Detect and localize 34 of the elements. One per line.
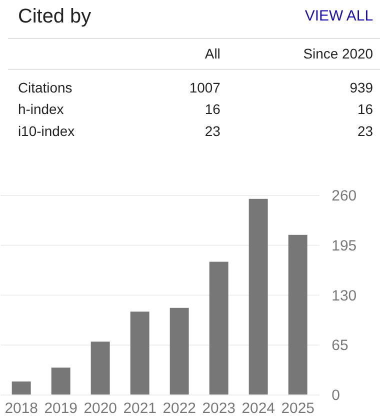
bar [12, 381, 31, 395]
data-label: 939 [350, 79, 374, 96]
category-label: i10-index [18, 123, 75, 140]
bar [288, 234, 308, 395]
text: VIEW ALL [304, 7, 374, 24]
text: All [204, 45, 220, 62]
text: Since 2020 [303, 45, 374, 62]
bar [90, 342, 110, 395]
bar [209, 262, 228, 395]
bar [248, 198, 268, 395]
x-tick-label: 2023 [202, 400, 236, 417]
x-tick-label: 2018 [4, 400, 38, 417]
data-label: 16 [204, 101, 221, 118]
y-tick-label: 65 [332, 337, 348, 354]
x-tick-label: 2020 [84, 400, 117, 417]
x-tick-label: 2019 [44, 400, 78, 417]
bar [51, 368, 70, 395]
y-tick-label: 130 [332, 287, 357, 304]
y-tick-label: 0 [332, 386, 340, 404]
x-tick-label: 2022 [162, 400, 196, 417]
category-label: Citations [18, 79, 72, 96]
category-label: h-index [18, 101, 64, 118]
x-tick-label: 2025 [281, 400, 314, 417]
x-tick-label: 2021 [123, 400, 156, 417]
data-label: 16 [357, 101, 374, 118]
bar [170, 308, 189, 395]
data-label: 23 [357, 123, 374, 140]
y-tick-label: 195 [332, 237, 357, 254]
bar [130, 312, 150, 395]
data-label: 1007 [189, 79, 221, 96]
text: Cited by [18, 5, 92, 28]
data-label: 23 [204, 123, 221, 140]
y-tick-label: 260 [332, 188, 357, 205]
x-tick-label: 2024 [242, 400, 275, 417]
